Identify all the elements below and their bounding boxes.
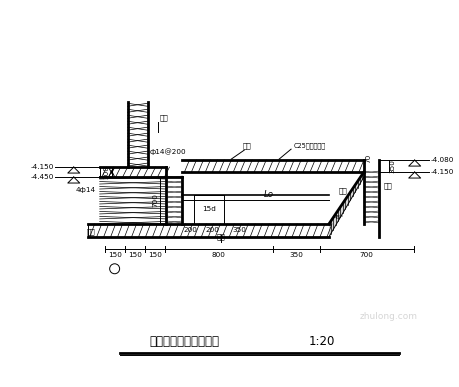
- Text: 150: 150: [128, 252, 142, 258]
- Text: 350: 350: [390, 159, 396, 173]
- Text: 车库底板集水坑大样一: 车库底板集水坑大样一: [150, 334, 219, 348]
- Text: 15d: 15d: [202, 206, 216, 212]
- Text: 700: 700: [152, 194, 158, 207]
- Text: 45°: 45°: [334, 215, 344, 220]
- Text: 模板: 模板: [243, 142, 252, 149]
- Text: C25混凝土垫层: C25混凝土垫层: [294, 142, 326, 149]
- Text: 70: 70: [366, 154, 372, 163]
- Text: -4.150: -4.150: [30, 164, 54, 170]
- Polygon shape: [329, 172, 364, 237]
- Text: 底筋: 底筋: [217, 234, 226, 240]
- Text: 200: 200: [205, 227, 219, 233]
- Text: 底板: 底板: [339, 187, 347, 194]
- Text: 4ф14: 4ф14: [76, 187, 95, 193]
- Text: zhulong.com: zhulong.com: [360, 312, 418, 320]
- Text: 200: 200: [184, 227, 197, 233]
- Text: 350: 350: [232, 227, 246, 233]
- Text: -4.450: -4.450: [30, 174, 54, 180]
- Text: 模板: 模板: [384, 182, 392, 188]
- Text: -4.080: -4.080: [431, 157, 454, 163]
- Text: ф14@200: ф14@200: [150, 148, 186, 155]
- Text: -4.150: -4.150: [431, 169, 454, 175]
- Text: 绑筋: 绑筋: [159, 114, 168, 121]
- Text: 150: 150: [148, 252, 162, 258]
- Text: 300: 300: [104, 165, 110, 179]
- Text: 350: 350: [289, 252, 303, 258]
- Text: 150: 150: [108, 252, 122, 258]
- Text: 700: 700: [360, 252, 374, 258]
- Text: Lo: Lo: [264, 190, 274, 199]
- Text: 800: 800: [212, 252, 226, 258]
- Text: 墙板: 墙板: [87, 229, 95, 235]
- Text: 1:20: 1:20: [309, 334, 336, 348]
